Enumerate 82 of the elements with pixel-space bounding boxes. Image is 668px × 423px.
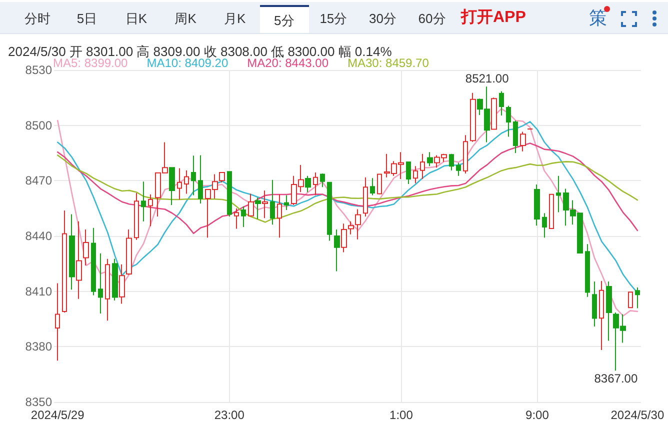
candlestick — [520, 131, 526, 152]
candlestick — [420, 153, 425, 180]
candlestick — [406, 162, 411, 184]
candlestick — [320, 172, 325, 188]
y-tick-label: 8470 — [25, 174, 52, 188]
candlestick — [134, 192, 139, 240]
candlestick — [549, 194, 554, 230]
candlestick — [413, 166, 418, 184]
x-tick-label: 2024/5/30 — [610, 408, 664, 422]
y-tick-label: 8410 — [25, 284, 52, 298]
candlestick — [241, 206, 246, 228]
line-series — [56, 120, 638, 294]
x-tick-label: 23:00 — [214, 408, 245, 422]
candlestick — [248, 193, 254, 216]
candlestick — [463, 134, 468, 174]
candlestick — [148, 194, 153, 227]
candlestick — [542, 212, 547, 238]
candlestick — [592, 281, 597, 328]
candlestick — [491, 97, 497, 130]
y-tick-label: 8350 — [25, 395, 52, 409]
candlestick — [227, 170, 232, 217]
candlestick — [370, 178, 375, 196]
candlestick — [606, 281, 612, 342]
candlestick — [355, 208, 361, 240]
candlestick — [456, 162, 461, 176]
candlestick — [277, 194, 282, 238]
candlestick — [219, 172, 225, 184]
candlestick — [255, 197, 261, 220]
x-tick-label: 9:00 — [526, 408, 550, 422]
annotation: 8521.00 — [465, 72, 510, 86]
candlestick — [126, 229, 132, 276]
text: MA30: 8459.70 — [348, 56, 430, 70]
candlestick — [599, 280, 604, 350]
candlestick — [112, 258, 118, 302]
candlestick — [513, 120, 518, 154]
candlestick — [449, 153, 454, 171]
line-series — [56, 154, 638, 223]
candlestick — [284, 194, 289, 210]
candlestick — [327, 182, 332, 242]
candlestick — [363, 176, 368, 217]
candlestick — [377, 174, 382, 195]
candlestick — [427, 152, 433, 167]
candlestick — [262, 190, 268, 219]
candlestick — [69, 214, 75, 290]
candlestick — [76, 220, 82, 300]
candlestick — [55, 282, 60, 362]
candlestick — [119, 264, 125, 304]
candlestick — [470, 92, 476, 142]
y-tick-label: 8380 — [25, 340, 52, 354]
candlestick — [334, 229, 340, 272]
candlestick — [534, 184, 540, 226]
candlestick — [305, 175, 311, 193]
candlestick — [177, 168, 182, 200]
chart-subtitle: 2024/5/30 开 8301.00 高 8309.00 收 8308.00 低 8300.00 幅 0.14% — [8, 44, 392, 59]
y-tick-label: 8530 — [25, 63, 52, 77]
candlestick — [83, 229, 89, 266]
candlestick — [169, 167, 175, 206]
x-tick-label: 1:00 — [390, 408, 414, 422]
x-tick-label: 2024/5/29 — [30, 408, 85, 422]
candlestick — [313, 172, 318, 196]
annotation: 8367.00 — [594, 372, 638, 386]
candlestick — [270, 179, 275, 226]
candlestick — [105, 258, 110, 322]
candlestick — [585, 244, 590, 298]
y-tick-label: 8440 — [25, 229, 52, 243]
candlestick — [556, 175, 561, 213]
candlestick — [234, 208, 239, 230]
candlestick — [506, 105, 511, 138]
candlestick — [91, 227, 96, 296]
candlestick — [141, 181, 146, 222]
candlestick — [499, 90, 504, 116]
candlestick — [628, 292, 633, 308]
candlestick — [191, 155, 196, 196]
toolbar: 分时 5日 日K 周K 月K 5分 15分 30分 60分 打开APP 策 — [0, 2, 668, 34]
line-series — [56, 108, 638, 317]
candlestick — [635, 286, 640, 309]
y-tick-label: 8500 — [25, 118, 52, 132]
line-series — [56, 142, 638, 234]
candlestick — [184, 170, 189, 194]
candlestick — [98, 252, 103, 314]
candlestick — [198, 154, 203, 204]
candlestick — [62, 210, 67, 314]
